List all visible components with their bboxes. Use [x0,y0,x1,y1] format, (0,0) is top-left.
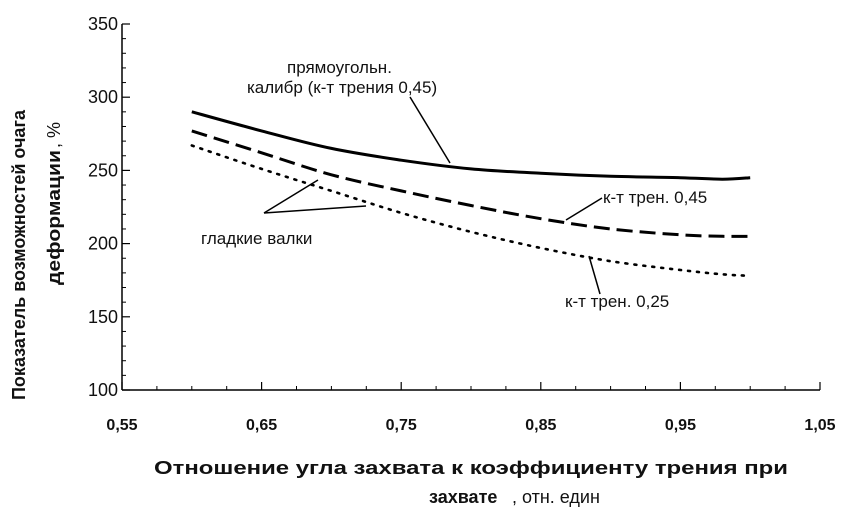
y-tick-label: 250 [88,160,118,180]
y-tick-label: 100 [88,380,118,400]
series-lines [190,110,752,278]
annotation-coef-045: к-т трен. 0,45 [603,188,707,207]
x-ticks: 0,55 0,65 0,75 0,85 0,95 1,05 [106,382,836,434]
x-tick-label: 0,55 [106,417,137,434]
y-tick-label: 350 [88,14,118,34]
x-tick-label: 1,05 [804,417,835,434]
x-axis-unit: , отн. един [512,487,600,507]
annotation-smooth-rolls: гладкие валки [201,229,312,248]
annotation-rect-line1: прямоугольн. [287,58,392,77]
y-tick-label: 300 [88,87,118,107]
x-axis-title-line1: Отношение угла захвата к коэффициенту тр… [154,458,788,478]
pointer-smooth-dashed [263,179,319,214]
x-axis-title-line2: захвате [429,487,497,507]
series-line-dashed [191,129,751,238]
y-tick-label: 150 [88,307,118,327]
x-tick-label: 0,65 [246,417,277,434]
annotation-rect-line2: калибр (к-т трения 0,45) [247,78,437,97]
pointer-coef-025 [588,255,601,295]
x-tick-label: 0,85 [525,417,556,434]
y-axis-title-line2: деформации [44,150,64,285]
pointer-smooth-dotted [263,205,367,214]
pointer-rect-caliber [409,96,451,164]
series-line-dotted [190,144,752,278]
series-line-solid [191,110,751,181]
y-axis-unit: , % [44,122,64,148]
y-ticks: 100 150 200 250 300 350 [88,14,130,400]
x-tick-label: 0,95 [665,417,696,434]
y-tick-label: 200 [88,234,118,254]
pointer-coef-045 [565,197,603,221]
x-tick-label: 0,75 [386,417,417,434]
annotation-coef-025: к-т трен. 0,25 [565,292,669,311]
y-axis-title-line1: Показатель возможностей очага [9,109,29,400]
